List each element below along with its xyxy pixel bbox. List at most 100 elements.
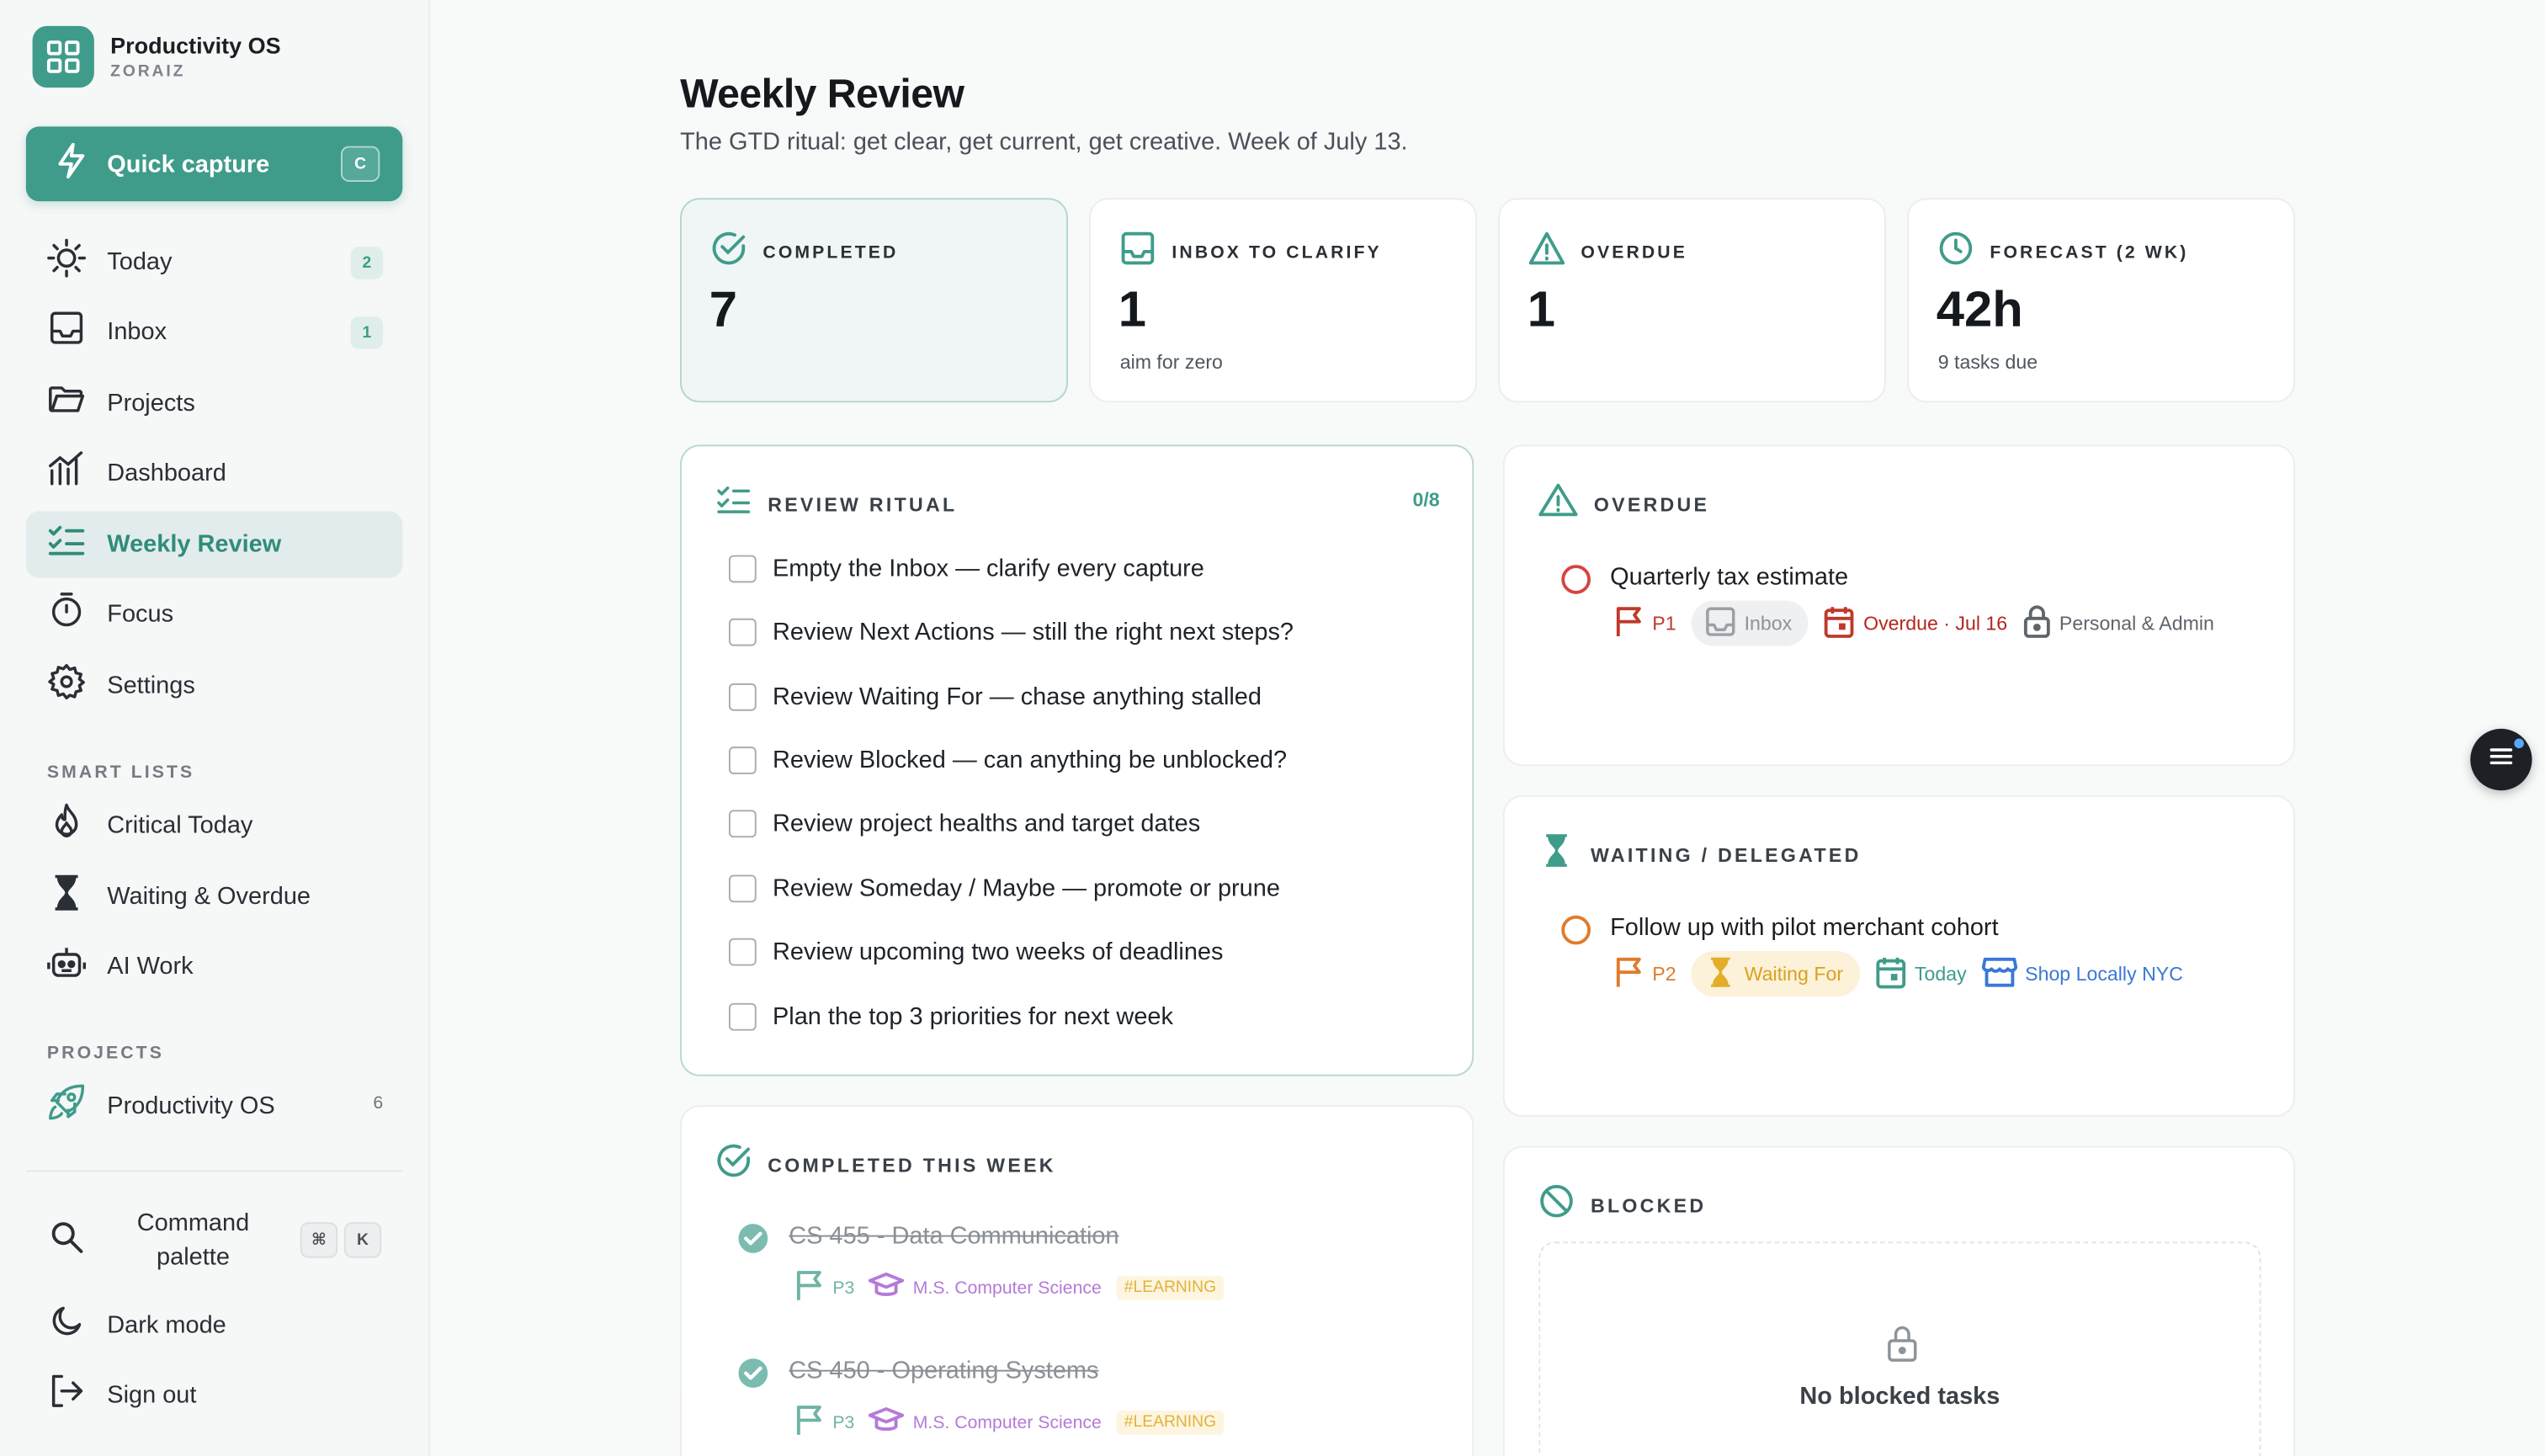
empty-state-text: No blocked tasks: [1799, 1383, 2000, 1411]
status-label: Inbox: [1744, 612, 1793, 635]
sidebar-item-label: Today: [107, 248, 173, 276]
sidebar-item-waiting-overdue[interactable]: Waiting & Overdue: [26, 864, 402, 930]
card-title: COMPLETED THIS WEEK: [768, 1153, 1056, 1177]
sidebar-item-label: Settings: [107, 672, 195, 700]
stat-card-forecast[interactable]: FORECAST (2 WK) 42h 9 tasks due: [1907, 198, 2295, 403]
checkbox[interactable]: [728, 938, 757, 966]
stat-value: 1: [1118, 280, 1147, 338]
area-tag: Personal & Admin: [2022, 603, 2214, 643]
brand[interactable]: Productivity OS ZORAIZ: [32, 25, 281, 88]
ritual-item-label: Review Blocked — can anything be unblock…: [772, 747, 1288, 774]
inbox-icon: [1120, 231, 1156, 274]
ritual-item[interactable]: Review project healths and target dates: [728, 810, 1200, 838]
sidebar-item-critical-today[interactable]: Critical Today: [26, 792, 402, 858]
lightning-icon: [56, 141, 88, 186]
chart-icon: [47, 449, 86, 497]
checkbox[interactable]: [728, 683, 757, 711]
projects-heading: PROJECTS: [46, 1044, 164, 1064]
k-key: K: [343, 1222, 382, 1258]
task-title[interactable]: Follow up with pilot merchant cohort: [1610, 913, 1999, 942]
flag-icon: [1615, 955, 1644, 992]
checkbox[interactable]: [728, 618, 757, 646]
ritual-item[interactable]: Review Waiting For — chase anything stal…: [728, 683, 1262, 711]
task-title[interactable]: Quarterly tax estimate: [1610, 563, 1849, 591]
area-tag: M.S. Computer Science: [869, 1406, 1102, 1440]
task-title[interactable]: CS 455 - Data Communication: [789, 1222, 1119, 1250]
ritual-item[interactable]: Review Next Actions — still the right ne…: [728, 618, 1294, 646]
project-tag[interactable]: Shop Locally NYC: [1981, 955, 2183, 992]
completed-check-icon[interactable]: [737, 1222, 770, 1262]
stat-subtext: 9 tasks due: [1937, 350, 2038, 374]
stat-subtext: aim for zero: [1119, 350, 1223, 374]
stat-card-overdue[interactable]: OVERDUE 1: [1498, 198, 1886, 403]
sidebar-item-label: Inbox: [107, 317, 167, 346]
checklist-icon: [47, 521, 86, 568]
sidebar-item-project-productivity-os[interactable]: Productivity OS 6: [26, 1073, 402, 1140]
card-title: BLOCKED: [1590, 1193, 1707, 1217]
notification-dot: [2514, 738, 2524, 749]
checkbox[interactable]: [728, 1002, 757, 1031]
stat-label: OVERDUE: [1581, 242, 1687, 263]
due-date: Overdue · Jul 16: [1823, 603, 2007, 643]
stat-value: 1: [1527, 280, 1556, 338]
priority-tag: P3: [795, 1269, 854, 1306]
checkbox[interactable]: [728, 747, 757, 774]
command-palette-button[interactable]: [26, 1204, 402, 1276]
task-title[interactable]: CS 450 - Operating Systems: [789, 1357, 1099, 1385]
inbox-icon: [1703, 604, 1736, 641]
review-ritual-card: REVIEW RITUAL 0/8 Empty the Inbox — clar…: [680, 444, 1474, 1076]
checklist-icon: [715, 482, 751, 526]
graduation-cap-icon: [869, 1271, 906, 1305]
area-label: M.S. Computer Science: [912, 1278, 1102, 1298]
ritual-item[interactable]: Plan the top 3 priorities for next week: [728, 1002, 1173, 1031]
ritual-item[interactable]: Empty the Inbox — clarify every capture: [728, 555, 1204, 583]
menu-icon: [2488, 744, 2514, 775]
ritual-item-label: Review upcoming two weeks of deadlines: [772, 938, 1224, 966]
sidebar-item-weekly-review[interactable]: Weekly Review: [25, 511, 403, 578]
quick-capture-button[interactable]: Quick capture C: [25, 126, 403, 202]
checkbox[interactable]: [728, 810, 757, 838]
rocket-icon: [47, 1082, 86, 1129]
warning-icon: [1528, 231, 1565, 274]
task-status-circle[interactable]: [1559, 563, 1592, 603]
sidebar-item-inbox[interactable]: Inbox 1: [26, 299, 402, 365]
app-name: Productivity OS: [110, 32, 281, 59]
checkbox[interactable]: [728, 555, 757, 583]
command-key: ⌘: [300, 1222, 338, 1258]
sign-out-button[interactable]: Sign out: [26, 1362, 402, 1428]
sidebar-item-ai-work[interactable]: AI Work: [26, 933, 402, 1000]
card-title: WAITING / DELEGATED: [1590, 842, 1862, 866]
blocked-icon: [1538, 1183, 1574, 1227]
checkbox[interactable]: [728, 874, 757, 903]
command-palette-label: Command palette: [136, 1209, 250, 1272]
sign-out-label: Sign out: [107, 1381, 197, 1409]
area-tag: M.S. Computer Science: [869, 1271, 1102, 1305]
overdue-card: OVERDUE Quarterly tax estimate P1 Inbox: [1502, 444, 2295, 767]
due-label: Overdue · Jul 16: [1863, 612, 2008, 635]
card-title: OVERDUE: [1593, 492, 1710, 516]
stat-card-inbox[interactable]: INBOX TO CLARIFY 1 aim for zero: [1089, 198, 1477, 403]
status-pill[interactable]: Waiting For: [1690, 951, 1860, 997]
ritual-item[interactable]: Review Blocked — can anything be unblock…: [728, 747, 1288, 774]
tag-badge[interactable]: #LEARNING: [1116, 1275, 1225, 1300]
stat-card-completed[interactable]: COMPLETED 7: [680, 198, 1068, 403]
ritual-item[interactable]: Review upcoming two weeks of deadlines: [728, 938, 1224, 966]
ritual-item[interactable]: Review Someday / Maybe — promote or prun…: [728, 874, 1280, 903]
flag-icon: [1615, 604, 1644, 641]
sidebar-item-focus[interactable]: Focus: [26, 581, 402, 647]
stat-label: COMPLETED: [762, 242, 899, 263]
sidebar-item-dashboard[interactable]: Dashboard: [26, 440, 402, 507]
sidebar-item-today[interactable]: Today 2: [26, 229, 402, 295]
sidebar-item-label: Productivity OS: [107, 1092, 275, 1120]
completed-check-icon[interactable]: [737, 1357, 770, 1397]
dark-mode-toggle[interactable]: Dark mode: [26, 1292, 402, 1358]
status-pill[interactable]: Inbox: [1690, 600, 1809, 646]
sidebar-item-settings[interactable]: Settings: [26, 652, 402, 719]
tag-badge[interactable]: #LEARNING: [1116, 1410, 1225, 1435]
task-status-circle[interactable]: [1559, 914, 1592, 954]
sign-out-icon: [47, 1372, 86, 1419]
assistant-fab-button[interactable]: [2470, 728, 2532, 791]
gear-icon: [47, 662, 86, 709]
hourglass-icon: [47, 874, 86, 921]
sidebar-item-projects[interactable]: Projects: [26, 370, 402, 437]
